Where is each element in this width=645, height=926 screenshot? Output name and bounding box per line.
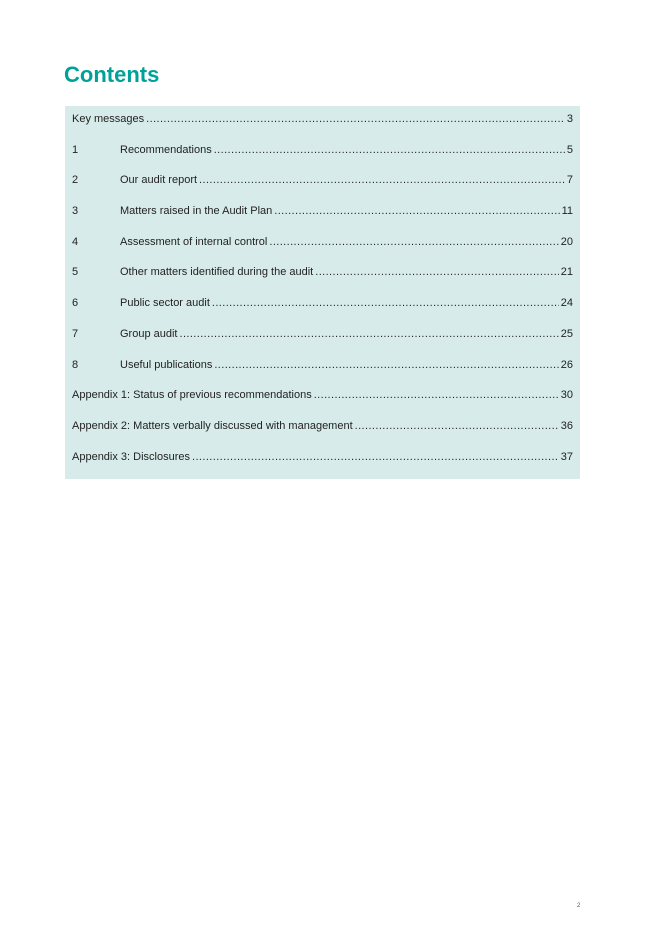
toc-entry-page: 3	[566, 113, 573, 125]
dot-leader	[179, 326, 558, 342]
dot-leader	[214, 357, 558, 373]
toc-entry-page: 26	[560, 358, 573, 371]
toc-entry-label: Useful publications	[120, 358, 213, 371]
page-number: 2	[577, 903, 581, 909]
table-of-contents: Key messages 3 1 Recommendations 5 2 Our audit…	[65, 106, 580, 479]
toc-entry-number: 3	[72, 205, 79, 218]
toc-entry-label: Appendix 2: Matters verbally discussed w…	[72, 419, 353, 432]
toc-entry[interactable]: 3 Matters raised in the Audit Plan 11	[72, 203, 573, 234]
toc-entry-number: 7	[72, 327, 79, 340]
toc-entry[interactable]: 5 Other matters identified during the aud…	[72, 264, 573, 295]
dot-leader	[212, 295, 559, 311]
dot-leader	[199, 172, 565, 188]
toc-entry-label: Group audit	[120, 327, 178, 340]
toc-entry-label: Appendix 3: Disclosures	[72, 450, 191, 463]
toc-entry-label: Key messages	[72, 113, 145, 125]
toc-entry-page: 21	[560, 266, 573, 279]
toc-entry[interactable]: 4 Assessment of internal control 20	[72, 234, 573, 265]
dot-leader	[269, 234, 558, 250]
toc-entry[interactable]: 1 Recommendations 5	[72, 142, 573, 173]
page-title: Contents	[64, 62, 160, 87]
toc-entry-number: 4	[72, 235, 79, 248]
toc-entry-page: 37	[560, 450, 573, 463]
toc-entry-page: 11	[561, 205, 573, 218]
toc-entry-label: Matters raised in the Audit Plan	[120, 205, 273, 218]
toc-entry[interactable]: Key messages 3	[72, 111, 573, 142]
toc-entry[interactable]: Appendix 1: Status of previous recommend…	[72, 387, 573, 418]
toc-entry-label: Assessment of internal control	[120, 235, 268, 248]
toc-entry[interactable]: 6 Public sector audit 24	[72, 295, 573, 326]
dot-leader	[355, 418, 559, 434]
toc-entry-page: 24	[560, 297, 573, 310]
dot-leader	[214, 142, 565, 158]
dot-leader	[146, 111, 565, 127]
toc-entry-number: 1	[72, 143, 79, 156]
toc-entry-label: Recommendations	[120, 143, 212, 156]
dot-leader	[274, 203, 559, 219]
toc-entry-page: 7	[566, 174, 573, 187]
dot-leader	[192, 449, 559, 465]
toc-entry-number: 2	[72, 174, 79, 187]
toc-entry[interactable]: 7 Group audit 25	[72, 326, 573, 357]
dot-leader	[314, 387, 559, 403]
toc-entry-page: 25	[560, 327, 573, 340]
toc-entry-page: 5	[566, 143, 573, 156]
dot-leader	[315, 264, 559, 280]
toc-entry-number: 8	[72, 358, 79, 371]
toc-entry[interactable]: 2 Our audit report 7	[72, 172, 573, 203]
toc-entry-page: 30	[560, 389, 573, 402]
toc-entry-label: Appendix 1: Status of previous recommend…	[72, 389, 312, 402]
toc-entry-label: Public sector audit	[120, 297, 210, 310]
toc-entry[interactable]: Appendix 2: Matters verbally discussed w…	[72, 418, 573, 449]
toc-entry-number: 5	[72, 266, 79, 279]
toc-entry-label: Our audit report	[120, 174, 198, 187]
toc-entry[interactable]: 8 Useful publications 26	[72, 357, 573, 388]
toc-entry[interactable]: Appendix 3: Disclosures 37	[72, 449, 573, 480]
toc-entry-page: 20	[560, 235, 573, 248]
toc-entry-page: 36	[560, 419, 573, 432]
toc-entry-label: Other matters identified during the audi…	[120, 266, 314, 279]
toc-entry-number: 6	[72, 297, 79, 310]
